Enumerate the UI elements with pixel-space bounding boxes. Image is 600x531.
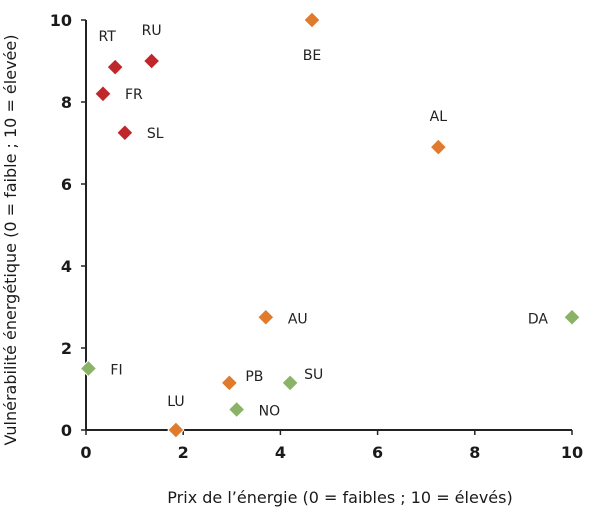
point-label-da: DA xyxy=(528,311,549,327)
data-point-sl xyxy=(116,124,134,142)
data-point-al xyxy=(429,138,448,156)
y-tick-label: 0 xyxy=(61,421,72,440)
data-point-lu xyxy=(167,421,185,439)
data-point-no xyxy=(227,400,246,419)
data-point-rt xyxy=(106,58,124,76)
point-label-pb: PB xyxy=(245,369,263,385)
x-tick-label: 4 xyxy=(275,443,286,462)
point-label-au: AU xyxy=(288,311,308,327)
point-label-lu: LU xyxy=(167,394,184,410)
ticks: 0 2 4 6 8 10 0 2 4 6 8 10 xyxy=(50,11,583,462)
point-label-fr: FR xyxy=(125,87,143,103)
x-tick-label: 0 xyxy=(80,443,91,462)
y-tick-label: 4 xyxy=(61,257,72,276)
point-label-be: BE xyxy=(303,48,321,64)
point-label-al: AL xyxy=(430,109,448,125)
data-point-pb xyxy=(220,374,239,392)
data-point-fi xyxy=(79,359,98,378)
markers xyxy=(79,11,581,439)
point-label-no: NO xyxy=(259,404,281,420)
x-tick-label: 2 xyxy=(178,443,189,462)
point-label-fi: FI xyxy=(110,363,122,379)
data-point-fr xyxy=(94,85,112,103)
y-tick-label: 8 xyxy=(61,93,72,112)
point-labels: RT RU FR SL BE AL AU PB LU DA FI SU NO xyxy=(99,23,549,420)
y-tick-label: 6 xyxy=(61,175,72,194)
data-point-da xyxy=(563,308,581,326)
axes xyxy=(85,20,572,431)
y-tick-label: 10 xyxy=(50,11,72,30)
data-point-su xyxy=(281,374,299,392)
x-tick-label: 10 xyxy=(561,443,583,462)
point-label-sl: SL xyxy=(147,126,164,142)
data-point-au xyxy=(257,308,275,326)
x-tick-label: 6 xyxy=(372,443,383,462)
point-label-ru: RU xyxy=(142,23,162,39)
data-point-be xyxy=(303,11,321,29)
point-label-rt: RT xyxy=(99,29,117,45)
x-tick-label: 8 xyxy=(469,443,480,462)
x-axis-title: Prix de l’énergie (0 = faibles ; 10 = él… xyxy=(167,488,512,507)
data-point-ru xyxy=(142,52,161,70)
y-tick-label: 2 xyxy=(61,339,72,358)
y-axis-title: Vulnérabilité énergétique (0 = faible ; … xyxy=(1,35,20,446)
point-label-su: SU xyxy=(304,367,323,383)
